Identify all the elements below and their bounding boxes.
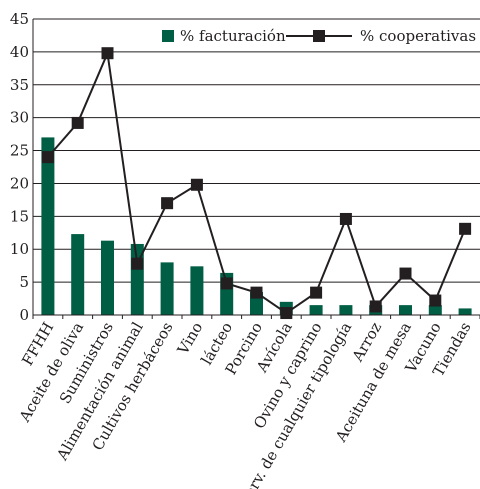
line-marker bbox=[250, 286, 263, 299]
legend-label-line: % cooperativas bbox=[360, 27, 476, 45]
line-marker bbox=[429, 294, 442, 307]
line-marker bbox=[71, 116, 84, 129]
legend-label-bars: % facturación bbox=[180, 27, 286, 45]
line-series bbox=[41, 47, 472, 320]
bar bbox=[41, 137, 55, 315]
bar bbox=[190, 266, 204, 315]
bar bbox=[160, 262, 174, 315]
grid bbox=[33, 18, 480, 283]
bar bbox=[399, 305, 412, 315]
y-tick-label: 35 bbox=[10, 76, 29, 94]
legend-background bbox=[152, 22, 472, 46]
line-marker bbox=[161, 197, 174, 210]
line-marker bbox=[280, 307, 293, 320]
y-tick-label: 5 bbox=[19, 273, 29, 291]
line-marker bbox=[459, 222, 472, 235]
bar bbox=[309, 305, 323, 315]
line-marker bbox=[369, 300, 382, 313]
bar bbox=[71, 234, 85, 315]
legend: % facturación % cooperativas bbox=[152, 22, 476, 46]
y-tick-labels: 0 5 10 15 20 25 30 35 40 45 bbox=[10, 10, 29, 324]
bar bbox=[101, 240, 114, 315]
y-tick-label: 25 bbox=[10, 142, 29, 160]
line-marker bbox=[399, 267, 412, 280]
line-marker bbox=[220, 277, 233, 290]
y-tick-label: 15 bbox=[10, 207, 29, 225]
bar bbox=[458, 308, 472, 315]
y-tick-label: 40 bbox=[10, 43, 29, 61]
y-tick-label: 30 bbox=[10, 109, 29, 127]
line-marker bbox=[41, 151, 54, 164]
y-tick-label: 45 bbox=[10, 10, 29, 28]
line-marker bbox=[101, 47, 114, 60]
axes bbox=[32, 19, 480, 319]
line-marker bbox=[339, 212, 352, 225]
legend-marker bbox=[313, 30, 325, 42]
line-marker bbox=[190, 178, 203, 191]
bar bbox=[428, 305, 442, 315]
y-tick-label: 0 bbox=[19, 306, 29, 324]
y-tick-label: 10 bbox=[10, 240, 29, 258]
y-tick-label: 20 bbox=[10, 174, 29, 192]
legend-swatch-bars bbox=[162, 30, 174, 42]
bar bbox=[339, 305, 353, 315]
line-marker bbox=[310, 286, 323, 299]
bar-series bbox=[41, 137, 472, 315]
line-marker bbox=[131, 257, 144, 270]
